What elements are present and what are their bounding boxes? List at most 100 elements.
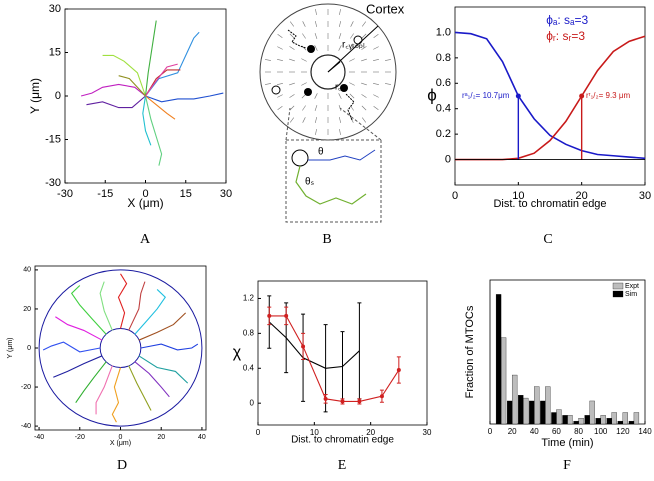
arrow [314, 93, 318, 99]
arrow [339, 128, 341, 136]
series-line [118, 75, 146, 97]
bar [600, 415, 606, 425]
series-line [134, 289, 167, 335]
bar [628, 420, 635, 425]
y-tick-label: 0 [445, 153, 451, 165]
x-tick-label: 100 [594, 427, 608, 436]
bar [617, 420, 624, 425]
x-tick-label: 15 [180, 188, 192, 200]
y-tick-label: 40 [23, 267, 31, 274]
y-axis-label: χ [233, 344, 242, 361]
x-tick-label: 0 [488, 427, 493, 436]
zoom-line [339, 107, 382, 141]
series-line [70, 285, 107, 335]
arrow [384, 83, 392, 85]
x-tick-label: 30 [423, 428, 432, 437]
arrow [289, 82, 295, 86]
series-line [128, 281, 146, 331]
y-tick-label: 0.6 [436, 77, 451, 89]
annotation: rʳ₁/₂= 9.3 μm [586, 91, 630, 100]
direction [308, 149, 376, 161]
legend-entry: Sim [625, 291, 637, 298]
point [284, 313, 289, 318]
arrow [289, 33, 295, 39]
plot-frame [34, 265, 207, 431]
panel-label: F [563, 458, 571, 473]
arrow [277, 105, 283, 111]
series-line [145, 95, 176, 120]
arrow [349, 58, 355, 62]
bar [540, 400, 546, 425]
bar [518, 395, 524, 425]
arrow [264, 83, 272, 85]
legend-entry: ϕᵣ: sᵣ=3 [546, 29, 585, 43]
arrow [289, 21, 295, 27]
arrow-field [264, 8, 392, 136]
y-tick-label: -20 [21, 384, 31, 391]
series-line [269, 315, 400, 402]
y-axis-label: Y (μm) [7, 337, 14, 358]
diagram-b: Cortex r꜀ᵧₜₒₚₗ r꜀ₕᵣ θ θₛ B [259, 1, 405, 247]
arrow [302, 33, 306, 39]
error-bar [357, 302, 362, 400]
y-tick-label: 15 [49, 46, 61, 58]
y-tick-label: -40 [21, 423, 31, 430]
x-axis-label: Dist. to chromatin edge [291, 435, 394, 446]
arrow [373, 94, 379, 98]
x-tick-label: -15 [97, 188, 113, 200]
arrow [314, 117, 318, 123]
series-line [117, 273, 128, 329]
x-tick-label: 0 [119, 434, 123, 441]
legend-swatch [612, 290, 624, 298]
x-tick-label: -30 [57, 188, 73, 200]
arrow [302, 117, 306, 123]
arrow [349, 93, 355, 99]
bar [529, 400, 535, 425]
y-tick-label: 0 [27, 345, 31, 352]
x-tick-label: 20 [157, 434, 165, 441]
series-line [99, 281, 113, 331]
series-line [145, 63, 178, 97]
x-tick-label: 20 [508, 427, 517, 436]
point [267, 313, 272, 318]
series-line [142, 95, 152, 146]
arrow [315, 8, 317, 16]
arrow [314, 45, 318, 51]
plot-frame [454, 6, 646, 186]
y-tick-label: 0.8 [243, 328, 255, 337]
legend-entry: Expt [625, 283, 639, 290]
plot-frame [257, 280, 428, 426]
arrow [314, 21, 318, 27]
panel-label: B [322, 232, 331, 247]
bar [545, 386, 551, 425]
bar [578, 418, 584, 425]
r-chr-label: r꜀ₕᵣ [335, 81, 347, 91]
bar [633, 412, 640, 425]
y-axis-label: Fraction of MTOCs [464, 305, 476, 398]
arrow [301, 58, 307, 62]
bar [511, 374, 518, 425]
arrow [289, 105, 295, 111]
x-tick-label: 20 [576, 190, 588, 202]
arrow [361, 46, 367, 50]
mtoc [307, 45, 315, 53]
arrow [277, 33, 283, 39]
bar [556, 409, 562, 425]
series-line [138, 312, 187, 341]
point [340, 399, 345, 404]
mtoc [304, 88, 312, 96]
radius-line [327, 25, 379, 73]
arrow [277, 94, 283, 98]
arrow [277, 82, 283, 86]
arrow [361, 58, 367, 62]
half-point [515, 93, 521, 99]
bar [567, 415, 573, 425]
point [396, 368, 401, 373]
y-tick-label: 0.8 [436, 52, 451, 64]
x-tick-label: 10 [310, 428, 319, 437]
arrow [289, 46, 295, 50]
zoom-line [285, 107, 291, 141]
theta-s-label: θₛ [305, 177, 315, 188]
arrow [277, 46, 283, 50]
series-line [80, 83, 146, 97]
